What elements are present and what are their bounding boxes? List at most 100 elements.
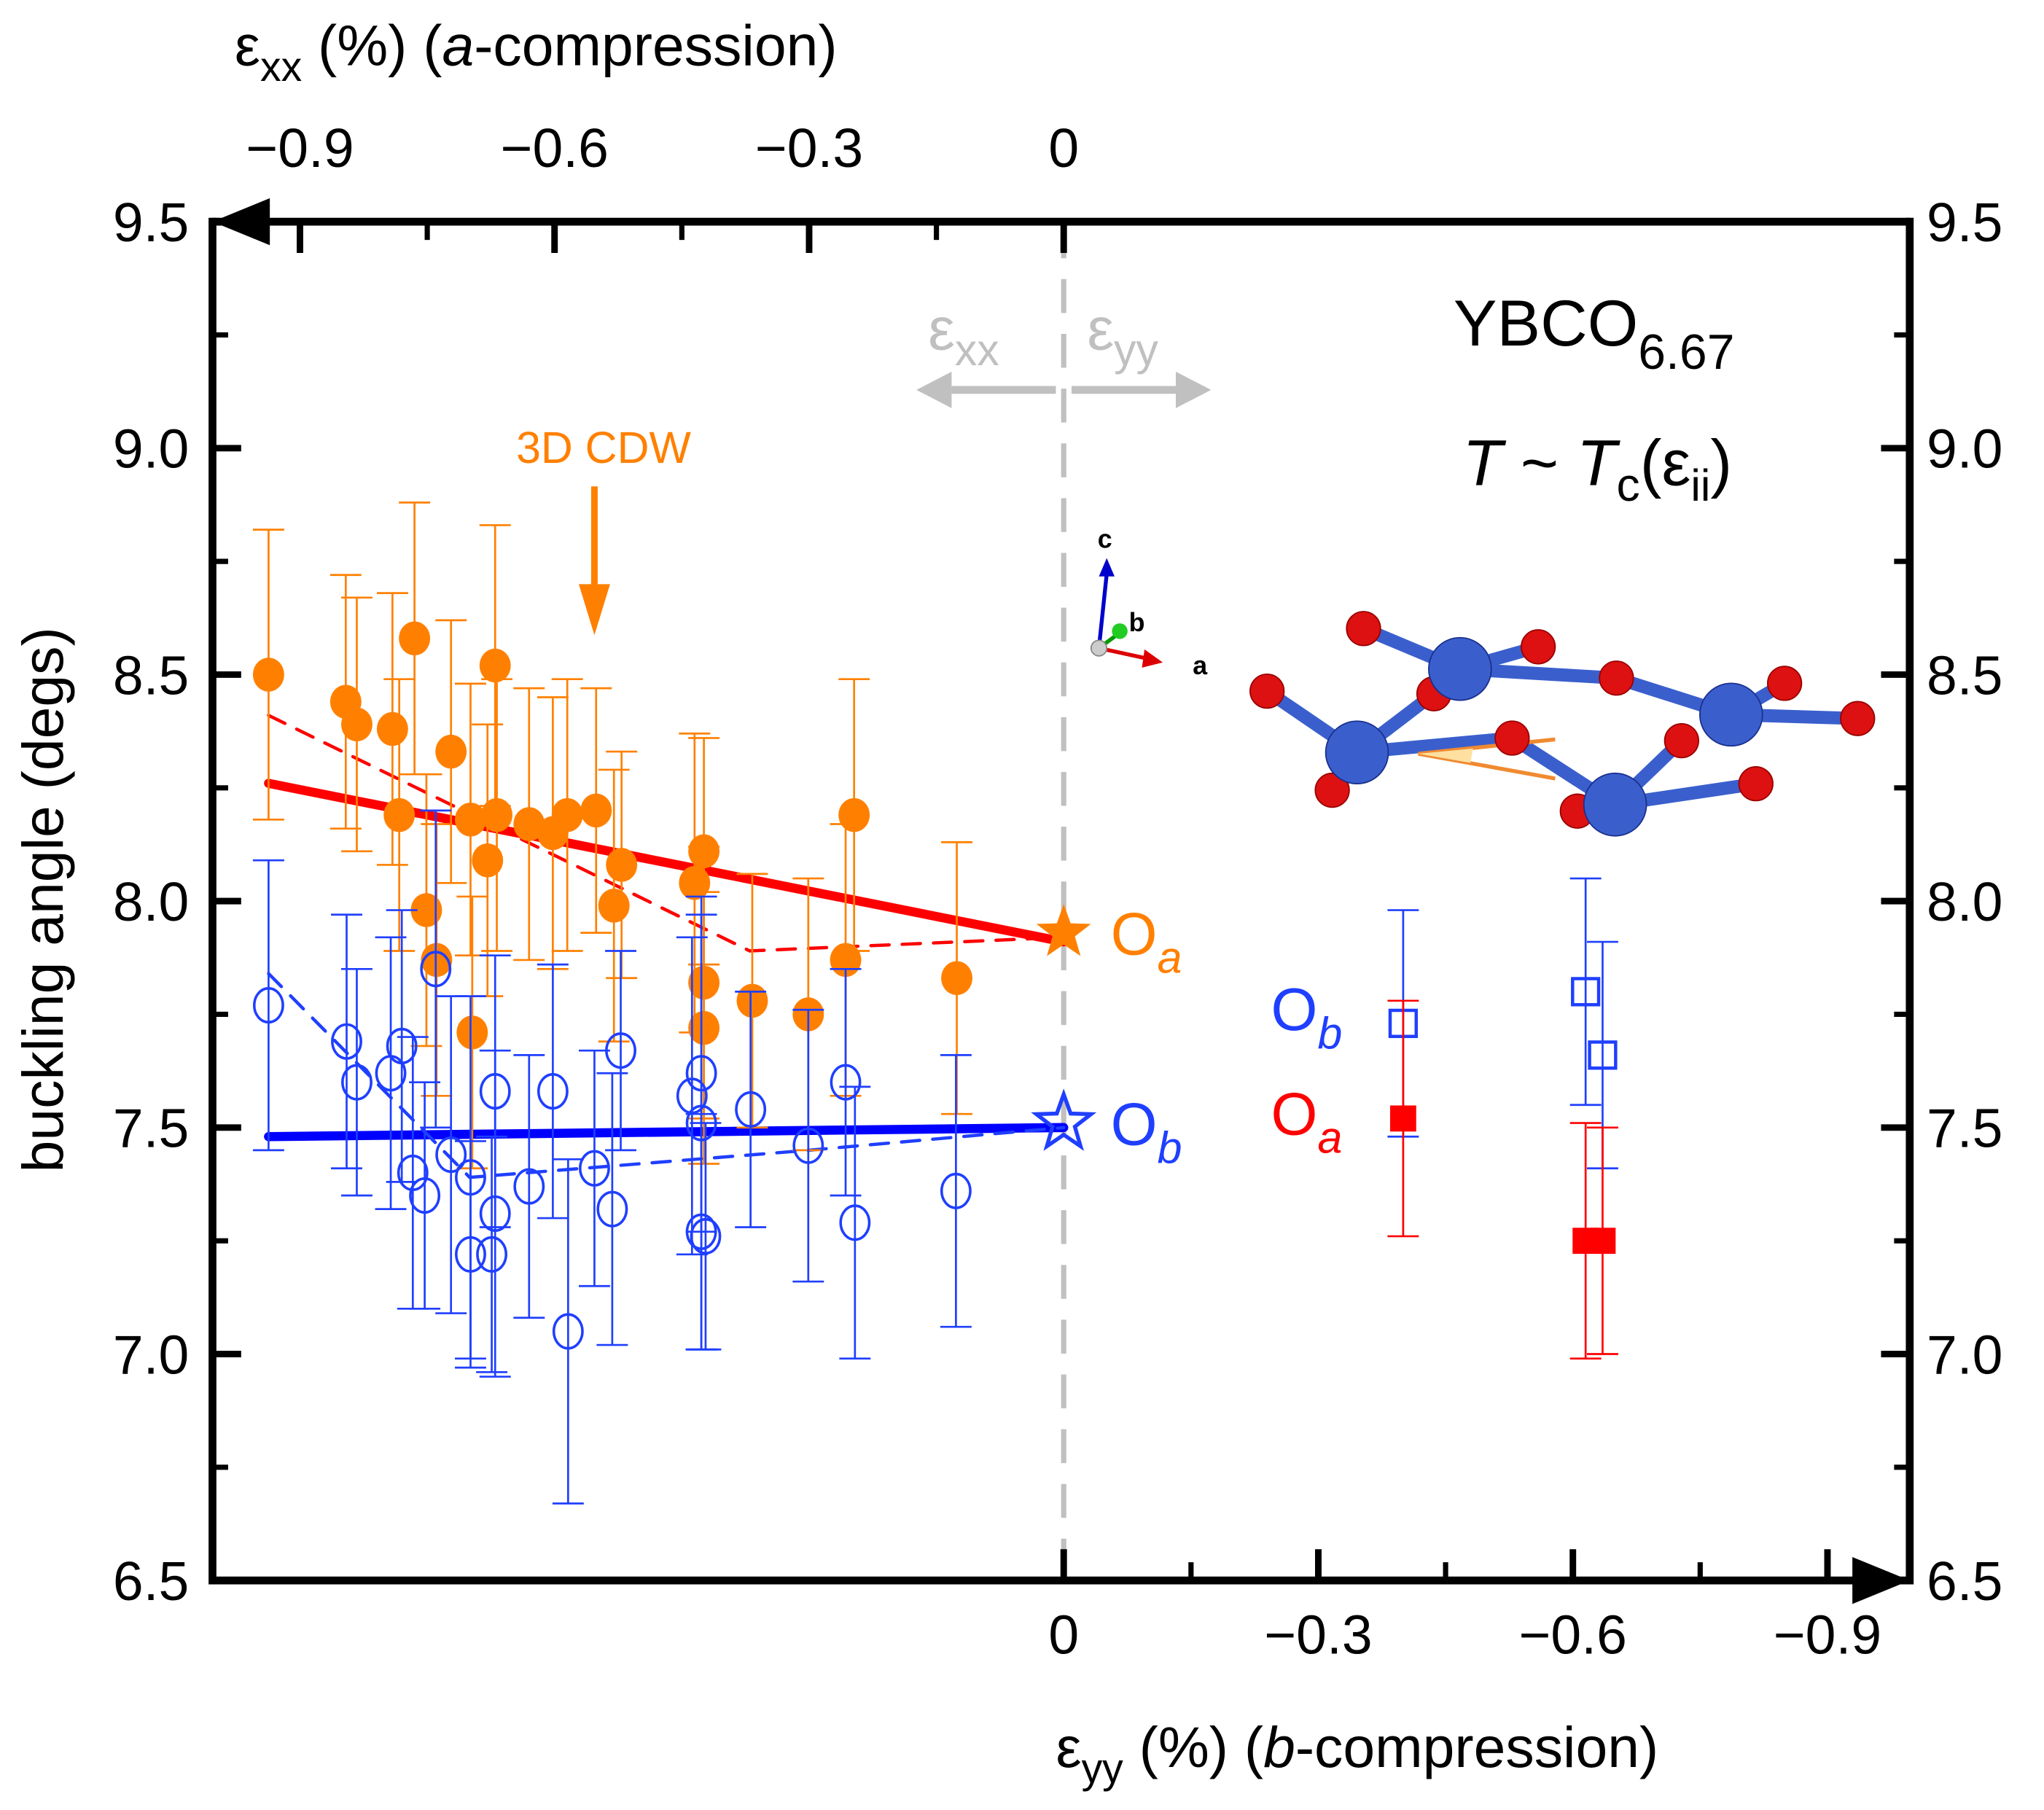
y-tick-label-right: 7.5 <box>1927 1098 2002 1159</box>
ob-data-point <box>690 1217 722 1255</box>
top-x-tick-label: −0.3 <box>755 117 863 179</box>
bottom-x-tick-label: 0 <box>1048 1604 1079 1665</box>
oa-data-point <box>551 797 583 832</box>
strain-yy-label: εyy <box>1087 296 1158 374</box>
a-axis-arrowhead <box>1142 649 1163 668</box>
y-tick-label-left: 7.0 <box>113 1324 189 1385</box>
strain-xx-label: εxx <box>928 296 999 374</box>
c-axis-arrow <box>1096 573 1109 649</box>
y-tick-label-right: 8.5 <box>1927 644 2002 706</box>
c-axis-arrowhead <box>1099 558 1115 577</box>
oa-data-point <box>481 797 513 832</box>
data-points <box>252 502 1618 1505</box>
y-tick-label-left: 7.5 <box>113 1098 189 1159</box>
ob-data-point <box>341 1064 372 1101</box>
oa-data-point <box>736 983 768 1018</box>
oa-data-point <box>435 734 467 769</box>
ob-data-point <box>676 1077 708 1115</box>
cdw-arrow-head <box>578 584 610 636</box>
fit-line-dashed <box>267 972 1066 1179</box>
fit-line-dashed <box>267 714 1066 953</box>
y-tick-label-left: 9.5 <box>113 192 189 253</box>
axis-origin <box>1090 639 1108 657</box>
ob-data-point <box>479 1073 511 1110</box>
oa-data-point <box>341 707 372 742</box>
ob-data-point <box>578 1150 610 1187</box>
crystal-axis-triad: c b a <box>1090 524 1208 680</box>
top-axis-title: εxx (%) (a-compression) <box>235 13 838 90</box>
bottom-x-tick-label: −0.9 <box>1774 1604 1881 1665</box>
y-tick-label-right: 9.5 <box>1927 192 2002 253</box>
cdw-label: 3D CDW <box>516 423 691 472</box>
ob-legend-label: Ob <box>1271 977 1343 1058</box>
ob-star-label: Ob <box>1111 1092 1182 1173</box>
ob-data-point <box>735 1091 767 1128</box>
copper-atoms <box>1325 636 1763 837</box>
oa-data-point <box>688 965 720 1000</box>
oa-data-point <box>399 621 431 656</box>
bottom-x-tick-label: −0.6 <box>1519 1604 1627 1665</box>
oa-data-point <box>941 961 972 996</box>
plot-frame <box>208 198 1914 1604</box>
a-axis-label: a <box>1193 651 1208 680</box>
fit-lines <box>264 714 1069 1179</box>
strain-left-arrow-head <box>916 371 952 408</box>
ob-data-point <box>386 1027 418 1065</box>
b-axis-label: b <box>1129 608 1145 637</box>
oa-data-point <box>376 711 408 746</box>
strain-direction-indicator: εxx εyy <box>916 296 1212 408</box>
ob-data-point <box>513 1168 545 1205</box>
y-tick-label-right: 7.0 <box>1927 1324 2002 1385</box>
ob-data-point <box>839 1204 871 1241</box>
y-axis-title: buckling angle (degs) <box>11 627 75 1172</box>
ob-data-point <box>455 1236 486 1273</box>
top-axis-arrow-left <box>212 198 270 246</box>
y-tick-label-right: 9.0 <box>1927 418 2002 480</box>
y-tick-label-right: 6.5 <box>1927 1550 2002 1612</box>
oa-data-point <box>679 866 711 900</box>
ob-data-point <box>596 1190 628 1228</box>
oa-data-point <box>513 807 545 841</box>
oa-data-point <box>472 843 504 878</box>
oa-data-point <box>598 889 630 923</box>
cdw-annotation: 3D CDW <box>516 423 691 636</box>
cuo2-plane-illustration: c b a <box>1090 524 1876 837</box>
ob-data-point <box>397 1154 429 1191</box>
oa-data-point <box>383 797 416 832</box>
ob-data-point <box>552 1313 584 1350</box>
fit-line-solid <box>264 1123 1069 1142</box>
oa-star-label: Oa <box>1111 901 1182 982</box>
oa-data-point <box>410 893 442 927</box>
oa-data-point <box>456 1015 488 1050</box>
c-axis-label: c <box>1098 524 1112 553</box>
oa-unstrained-star <box>1036 904 1091 956</box>
oa-b-compression-point <box>1589 1228 1616 1255</box>
ob-data-point <box>830 1064 862 1101</box>
ob-data-point <box>435 1136 467 1174</box>
oa-data-point <box>606 848 638 882</box>
y-tick-label-right: 8.0 <box>1927 871 2002 932</box>
y-tick-label-left: 6.5 <box>113 1550 189 1612</box>
buckling-angle-marker <box>1418 737 1556 781</box>
top-x-tick-label: −0.6 <box>501 117 609 179</box>
temperature-label: T ~ Tc(εii) <box>1462 426 1732 510</box>
sample-label: YBCO6.67 <box>1454 286 1735 380</box>
oa-b-compression-point <box>1390 1105 1416 1132</box>
top-x-tick-label: 0 <box>1048 117 1079 179</box>
bottom-x-tick-label: −0.3 <box>1264 1604 1372 1665</box>
ob-data-point <box>331 1023 362 1060</box>
y-tick-label-left: 8.0 <box>113 871 189 932</box>
ob-data-point <box>792 1127 824 1164</box>
ob-data-point <box>940 1172 972 1209</box>
ob-b-compression-point <box>1571 977 1601 1007</box>
oa-data-point <box>838 797 870 832</box>
bottom-axis-title: εyy (%) (b-compression) <box>1056 1715 1658 1792</box>
ob-b-compression-point <box>1588 1040 1618 1070</box>
ob-data-point <box>420 951 452 988</box>
oa-data-point <box>479 648 511 683</box>
top-x-tick-label: −0.9 <box>246 117 354 179</box>
ob-data-point <box>252 986 284 1024</box>
y-tick-label-left: 8.5 <box>113 644 189 706</box>
ob-data-point <box>537 1073 569 1110</box>
